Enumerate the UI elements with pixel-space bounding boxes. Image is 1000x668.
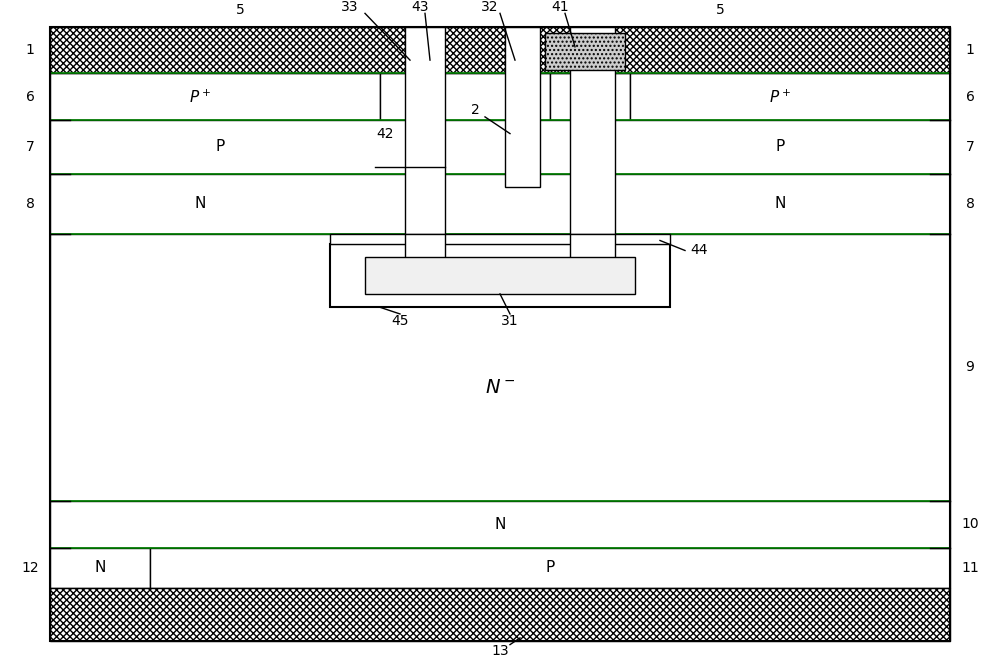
Bar bbox=[50, 234, 950, 501]
Bar bbox=[570, 27, 615, 274]
Text: 1: 1 bbox=[26, 43, 34, 57]
Text: 41: 41 bbox=[551, 0, 569, 13]
Bar bbox=[545, 33, 625, 70]
Text: P: P bbox=[215, 140, 225, 154]
Text: $P^+$: $P^+$ bbox=[769, 88, 791, 106]
Text: 10: 10 bbox=[961, 518, 979, 531]
Text: N: N bbox=[194, 196, 206, 211]
Text: 1: 1 bbox=[966, 43, 974, 57]
Text: 5: 5 bbox=[236, 3, 244, 17]
Text: $P^+$: $P^+$ bbox=[189, 88, 211, 106]
Text: 45: 45 bbox=[391, 314, 409, 327]
Text: N: N bbox=[774, 196, 786, 211]
Bar bbox=[50, 174, 950, 234]
Text: P: P bbox=[775, 140, 785, 154]
Text: 2: 2 bbox=[471, 104, 479, 117]
Text: 5: 5 bbox=[716, 3, 724, 17]
Bar bbox=[630, 73, 950, 120]
Bar bbox=[330, 244, 670, 307]
Text: 7: 7 bbox=[26, 140, 34, 154]
Text: 13: 13 bbox=[491, 645, 509, 658]
Bar bbox=[380, 73, 510, 120]
Bar bbox=[550, 73, 630, 120]
Bar bbox=[405, 27, 445, 274]
Text: 8: 8 bbox=[966, 197, 974, 210]
Bar bbox=[50, 501, 950, 548]
Bar bbox=[505, 27, 540, 187]
Text: 12: 12 bbox=[21, 561, 39, 574]
Text: 11: 11 bbox=[961, 561, 979, 574]
Bar bbox=[50, 73, 380, 120]
Bar bbox=[50, 120, 950, 174]
Text: 7: 7 bbox=[966, 140, 974, 154]
Text: 9: 9 bbox=[966, 361, 974, 374]
Bar bbox=[510, 73, 550, 120]
Bar bbox=[570, 234, 615, 274]
Bar bbox=[50, 548, 150, 588]
Text: 31: 31 bbox=[501, 314, 519, 327]
Text: $N^+$: $N^+$ bbox=[588, 88, 612, 106]
Text: 8: 8 bbox=[26, 197, 34, 210]
Bar bbox=[50, 588, 950, 641]
Text: 6: 6 bbox=[966, 90, 974, 104]
Text: P: P bbox=[545, 560, 555, 575]
Text: N: N bbox=[494, 517, 506, 532]
Text: $N^+$: $N^+$ bbox=[418, 88, 442, 106]
Text: 43: 43 bbox=[411, 0, 429, 13]
Text: $N^-$: $N^-$ bbox=[485, 378, 515, 397]
Text: 44: 44 bbox=[690, 244, 708, 257]
Text: 42: 42 bbox=[376, 127, 394, 140]
Text: 33: 33 bbox=[341, 0, 359, 13]
Text: N: N bbox=[94, 560, 106, 575]
Bar bbox=[405, 234, 445, 274]
Bar bbox=[365, 257, 635, 294]
Text: 6: 6 bbox=[26, 90, 34, 104]
Bar bbox=[50, 27, 950, 73]
Bar bbox=[150, 548, 950, 588]
Text: 32: 32 bbox=[481, 0, 499, 13]
Bar bbox=[330, 234, 670, 244]
